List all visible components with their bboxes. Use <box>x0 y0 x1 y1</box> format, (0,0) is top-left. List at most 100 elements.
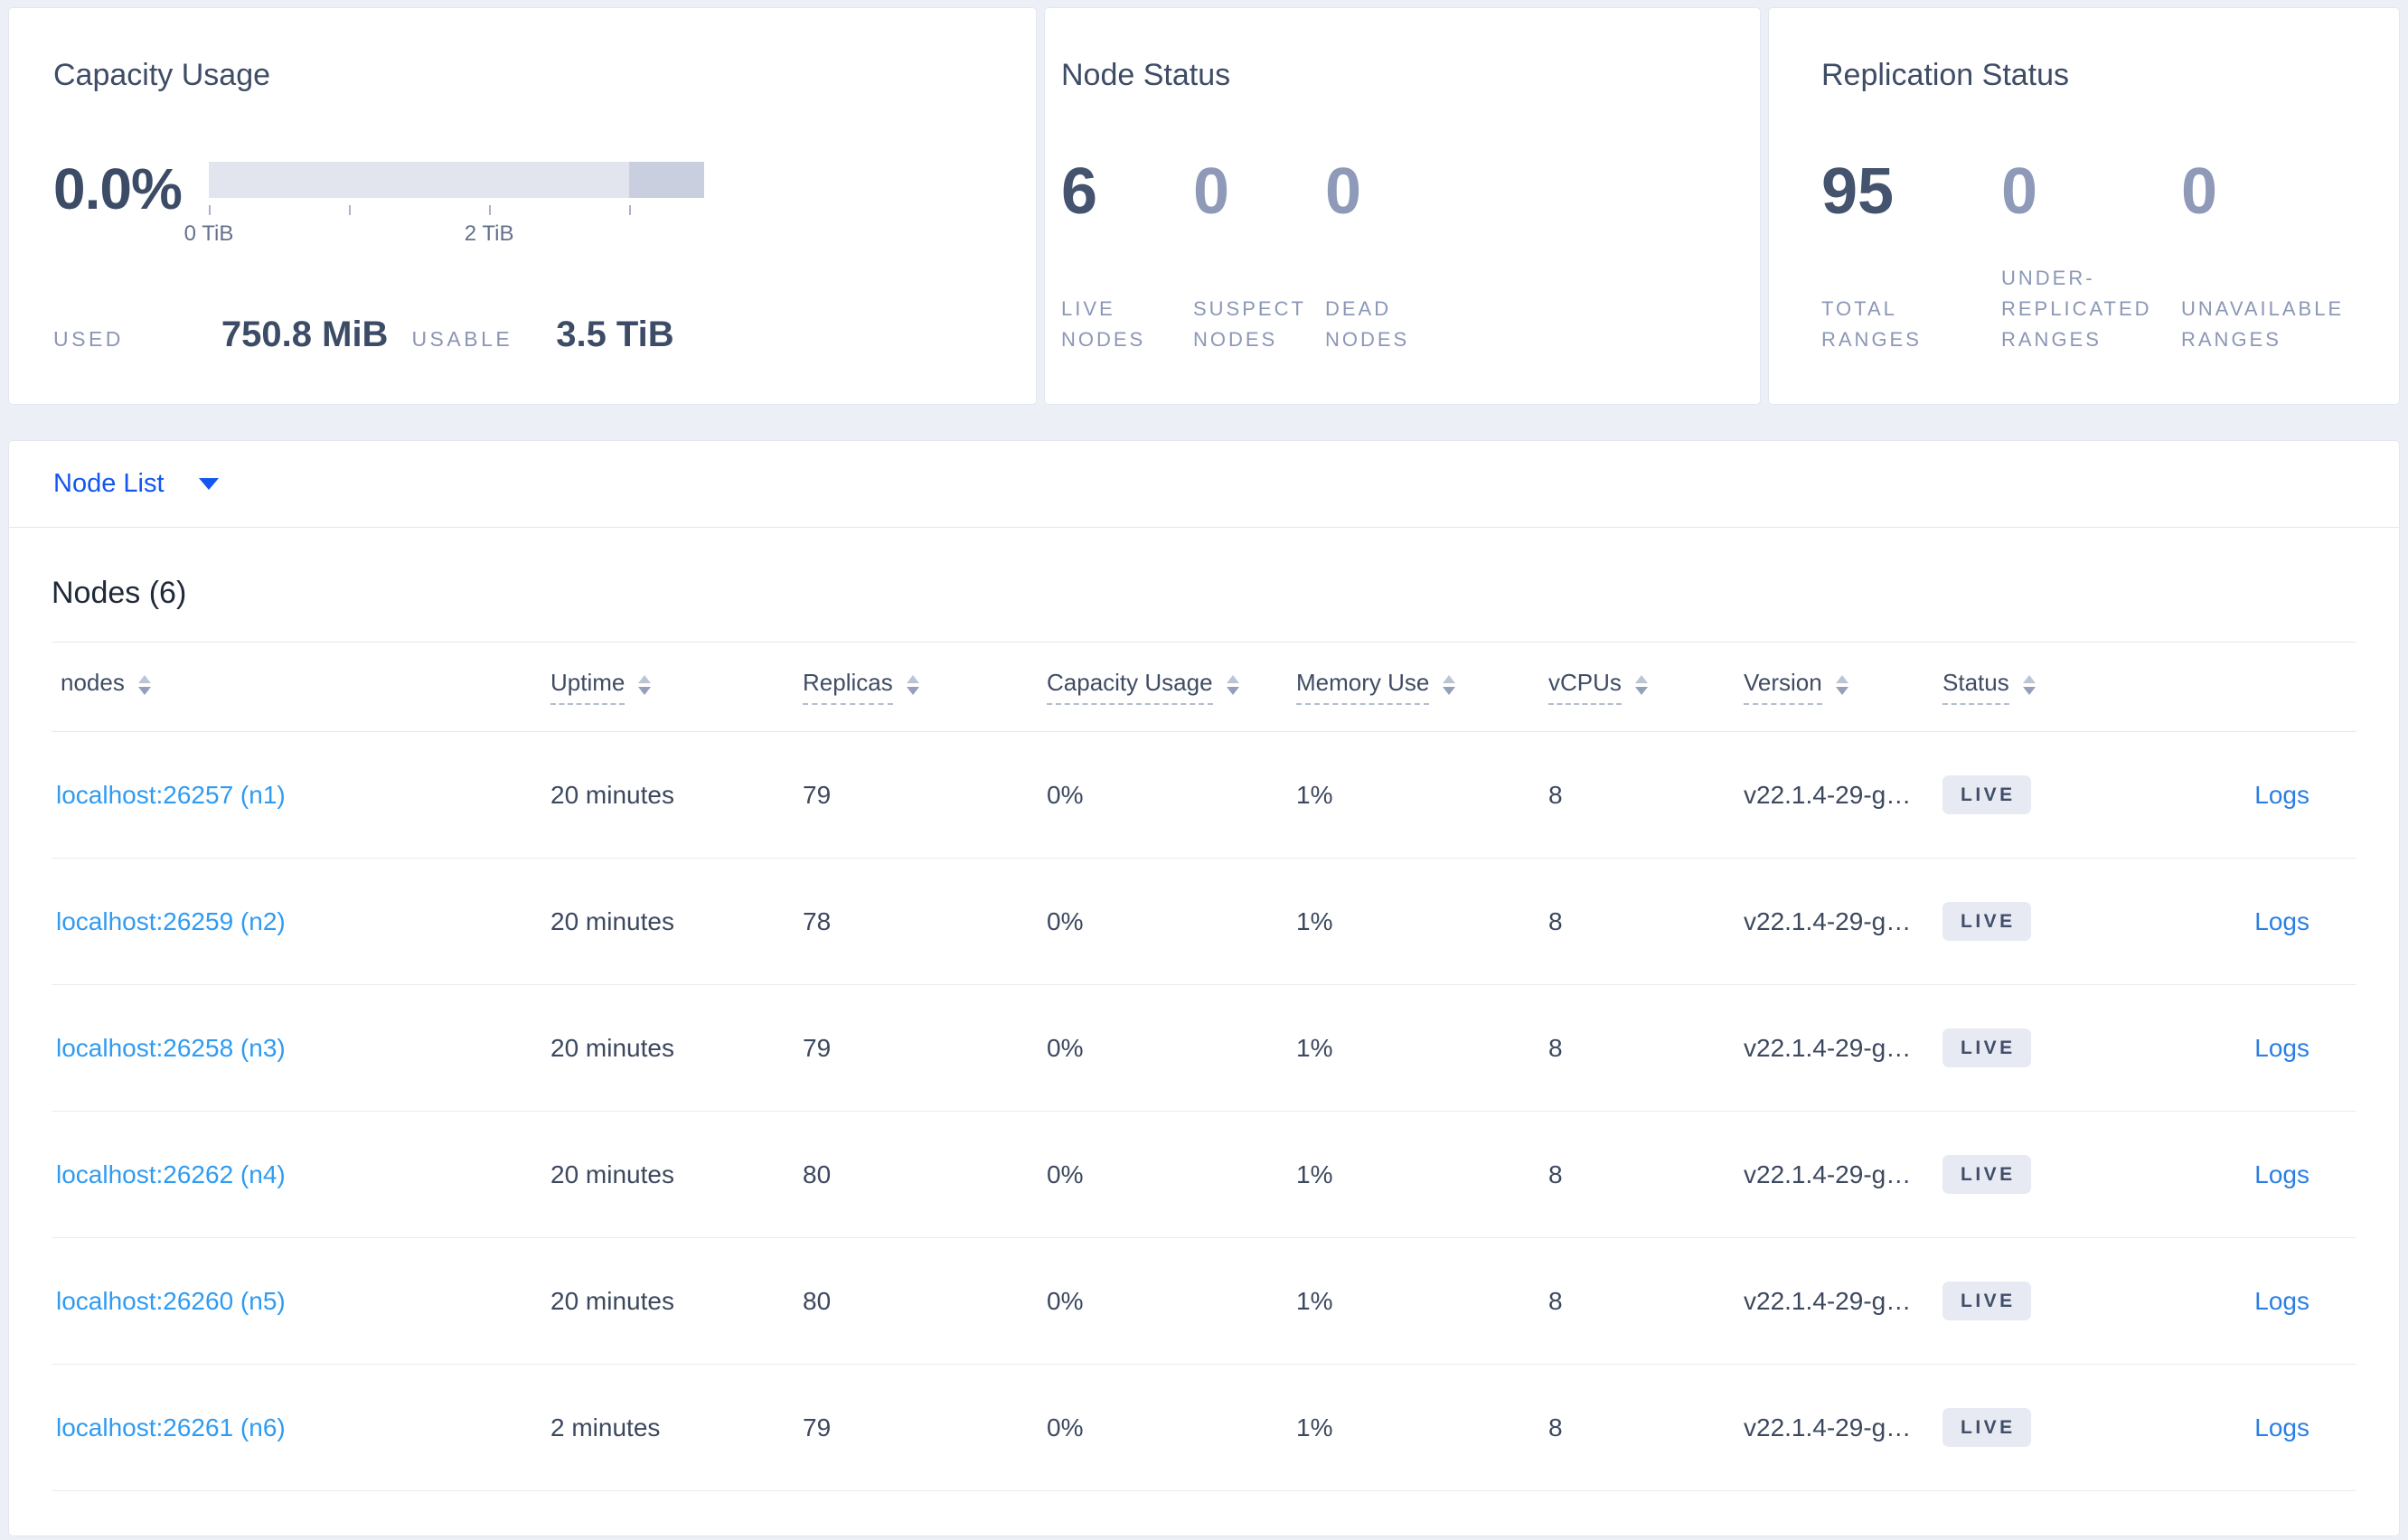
column-header[interactable]: Version <box>1744 669 1942 705</box>
vcpus-cell: 8 <box>1548 780 1563 809</box>
column-header[interactable]: Replicas <box>803 669 1047 705</box>
replicas-cell: 78 <box>803 906 832 935</box>
stat-value: 0 <box>1193 155 1230 228</box>
node-list-dropdown-label: Node List <box>53 469 165 498</box>
table-row: localhost:26257 (n1) 20 minutes 79 0% 1%… <box>52 732 2356 859</box>
column-header[interactable]: Uptime <box>550 669 803 705</box>
vcpus-cell: 8 <box>1548 1413 1563 1441</box>
vcpus-cell: 8 <box>1548 906 1563 935</box>
table-row: localhost:26258 (n3) 20 minutes 79 0% 1%… <box>52 985 2356 1112</box>
capacity-bar-reserved-segment <box>628 162 704 198</box>
stat-label: LIVE NODES <box>1061 297 1146 351</box>
sort-icon <box>2022 675 2036 695</box>
logs-link[interactable]: Logs <box>2254 1286 2309 1315</box>
capacity-gauge: 0.0% 0 TiB 2 TiB <box>53 160 1000 246</box>
stat-label: SUSPECT NODES <box>1193 297 1306 351</box>
replicas-cell: 79 <box>803 1033 832 1062</box>
memory-cell: 1% <box>1296 780 1333 809</box>
vcpus-cell: 8 <box>1548 1160 1563 1188</box>
sort-down-arrow-icon <box>906 687 919 695</box>
sort-down-arrow-icon <box>2022 687 2036 695</box>
axis-tick <box>489 205 492 215</box>
version-cell: v22.1.4-29-g… <box>1744 906 1912 935</box>
usable-label: USABLE <box>411 327 513 351</box>
stat-column: 0 DEAD NODES <box>1325 159 1437 355</box>
table-row: localhost:26261 (n6) 2 minutes 79 0% 1% … <box>52 1365 2356 1491</box>
capacity-usage-card: Capacity Usage 0.0% 0 TiB 2 TiB USED 750.… <box>8 7 1037 405</box>
axis-tick <box>209 205 211 215</box>
capacity-cell: 0% <box>1047 906 1084 935</box>
capacity-card-title: Capacity Usage <box>53 58 271 92</box>
version-cell: v22.1.4-29-g… <box>1744 1413 1912 1441</box>
sort-up-arrow-icon <box>2022 675 2036 683</box>
sort-up-arrow-icon <box>638 675 652 683</box>
nodes-table-section: Nodes (6) nodes Uptime Replicas Capacity… <box>9 528 2399 1535</box>
logs-link[interactable]: Logs <box>2254 780 2309 809</box>
sort-up-arrow-icon <box>1835 675 1848 683</box>
memory-cell: 1% <box>1296 1286 1333 1315</box>
capacity-cell: 0% <box>1047 780 1084 809</box>
replication-status-title: Replication Status <box>1821 58 2070 92</box>
version-cell: v22.1.4-29-g… <box>1744 1286 1912 1315</box>
sort-up-arrow-icon <box>906 675 919 683</box>
stat-column: 0 UNDER-REPLICATED RANGES <box>2001 159 2162 355</box>
capacity-stats: USED 750.8 MiB USABLE 3.5 TiB <box>53 315 1000 355</box>
status-badge: LIVE <box>1942 1028 2031 1067</box>
node-link[interactable]: localhost:26260 (n5) <box>56 1286 286 1315</box>
stat-value: 0 <box>2181 155 2218 228</box>
sort-down-arrow-icon <box>137 687 151 695</box>
column-header[interactable]: nodes <box>52 669 550 705</box>
node-link[interactable]: localhost:26261 (n6) <box>56 1413 286 1441</box>
capacity-bar-chart: 0 TiB 2 TiB <box>184 162 704 246</box>
column-header-label: Replicas <box>803 669 893 705</box>
node-status-title: Node Status <box>1061 58 1231 92</box>
memory-cell: 1% <box>1296 1033 1333 1062</box>
column-header[interactable]: Status <box>1942 669 2150 705</box>
memory-cell: 1% <box>1296 906 1333 935</box>
logs-link[interactable]: Logs <box>2254 1160 2309 1188</box>
uptime-cell: 20 minutes <box>550 906 674 935</box>
replication-status-card: Replication Status 95 TOTAL RANGES 0 UND… <box>1768 7 2400 405</box>
sort-up-arrow-icon <box>1443 675 1456 683</box>
node-link[interactable]: localhost:26257 (n1) <box>56 780 286 809</box>
sort-icon <box>137 675 151 695</box>
node-link[interactable]: localhost:26258 (n3) <box>56 1033 286 1062</box>
capacity-cell: 0% <box>1047 1413 1084 1441</box>
column-header[interactable]: vCPUs <box>1548 669 1744 705</box>
nodes-table-header-row: nodes Uptime Replicas Capacity Usage Mem… <box>52 642 2356 732</box>
column-header[interactable]: Capacity Usage <box>1047 669 1296 705</box>
axis-tick <box>349 205 352 215</box>
stat-column: 0 UNAVAILABLE RANGES <box>2181 155 2342 355</box>
memory-cell: 1% <box>1296 1160 1333 1188</box>
node-list-dropdown[interactable]: Node List <box>53 469 219 499</box>
stat-value: 95 <box>1821 155 1895 228</box>
node-link[interactable]: localhost:26262 (n4) <box>56 1160 286 1188</box>
stat-column: 6 LIVE NODES <box>1061 155 1173 355</box>
column-header-label: nodes <box>61 669 125 696</box>
status-badge: LIVE <box>1942 1282 2031 1320</box>
sort-down-arrow-icon <box>1835 687 1848 695</box>
stat-value: 6 <box>1061 155 1098 228</box>
uptime-cell: 20 minutes <box>550 1033 674 1062</box>
node-status-stats: 6 LIVE NODES 0 SUSPECT NODES 0 DEAD NODE… <box>1061 155 1742 355</box>
uptime-cell: 20 minutes <box>550 780 674 809</box>
column-header[interactable]: Memory Use <box>1296 669 1548 705</box>
node-list-panel: Node List Nodes (6) nodes Uptime Replica… <box>8 440 2400 1536</box>
stat-column: 0 SUSPECT NODES <box>1193 155 1306 355</box>
memory-cell: 1% <box>1296 1413 1333 1441</box>
sort-up-arrow-icon <box>137 675 151 683</box>
stat-label: TOTAL RANGES <box>1821 297 1922 351</box>
logs-link[interactable]: Logs <box>2254 1033 2309 1062</box>
replicas-cell: 79 <box>803 780 832 809</box>
table-row: localhost:26262 (n4) 20 minutes 80 0% 1%… <box>52 1112 2356 1238</box>
status-badge: LIVE <box>1942 1408 2031 1447</box>
logs-link[interactable]: Logs <box>2254 1413 2309 1441</box>
status-badge: LIVE <box>1942 902 2031 941</box>
capacity-cell: 0% <box>1047 1033 1084 1062</box>
node-link[interactable]: localhost:26259 (n2) <box>56 906 286 935</box>
uptime-cell: 2 minutes <box>550 1413 661 1441</box>
logs-link[interactable]: Logs <box>2254 906 2309 935</box>
uptime-cell: 20 minutes <box>550 1160 674 1188</box>
vcpus-cell: 8 <box>1548 1286 1563 1315</box>
sort-down-arrow-icon <box>1634 687 1648 695</box>
